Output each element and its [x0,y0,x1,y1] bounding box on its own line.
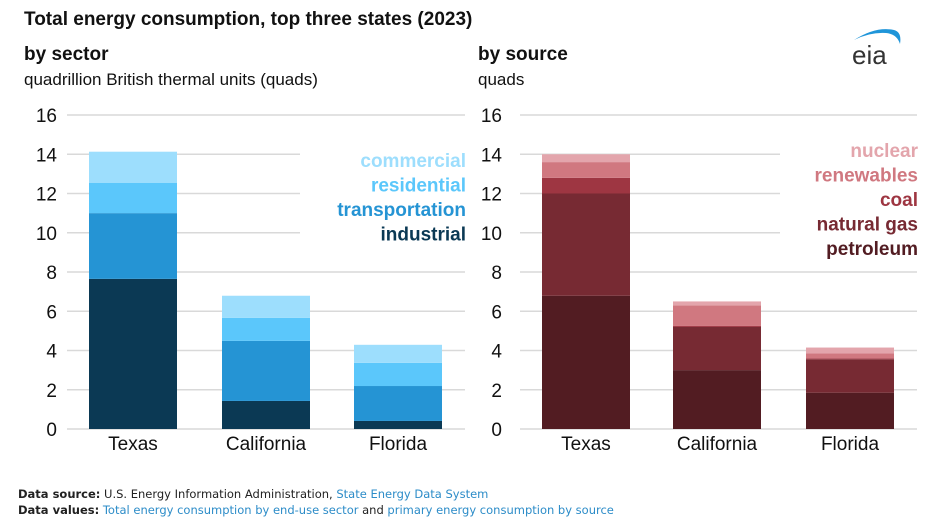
sector-x-label-california: California [226,434,307,455]
sector-bar-commercial-california [222,295,310,318]
sector-bar-transportation-california [222,340,310,401]
sector-y-tick-label: 0 [46,420,57,441]
right-panel-subtitle: by source [478,44,568,65]
source-y-tick-label: 4 [491,342,502,363]
source-bar-petroleum-florida [806,392,894,429]
sector-x-label-texas: Texas [108,434,158,455]
sector-bar-residential-california [222,317,310,341]
eia-logo-text: eia [852,40,887,68]
sector-bar-residential-florida [354,362,442,387]
source-y-tick-label: 8 [491,263,502,284]
source-bar-nuclear-florida [806,347,894,354]
source-legend-natural-gas: natural gas [817,215,918,236]
sector-y-tick-label: 12 [36,185,57,206]
eia-logo-swoosh-icon: eia [852,29,901,70]
source-y-tick-label: 10 [481,224,502,245]
right-panel-unit: quads [478,70,525,89]
sector-y-tick-label: 14 [36,145,58,166]
source-y-tick-label: 14 [481,145,503,166]
source-bar-petroleum-california [673,370,761,429]
sector-legend-transportation: transportation [337,200,466,221]
sector-legend-commercial: commercial [360,151,466,172]
footer-values: Data values: Total energy consumption by… [18,503,614,517]
sector-bar-industrial-texas [89,278,177,429]
sector-data-link[interactable]: Total energy consumption by end-use sect… [102,503,359,517]
source-y-tick-label: 0 [491,420,502,441]
source-data-link[interactable]: primary energy consumption by source [387,503,614,517]
footer-values-label: Data values: [18,503,100,517]
source-x-label-texas: Texas [561,434,611,455]
footer-and-text: and [362,503,384,517]
sector-bar-commercial-texas [89,151,177,183]
source-x-label-california: California [677,434,758,455]
sector-chart: 0 2 4 6 8 10 12 14 16 Texas California Florida comme… [36,106,466,455]
source-bar-natural-gas-florida [806,359,894,393]
sector-y-tick-label: 6 [46,302,57,323]
sector-bar-transportation-florida [354,386,442,421]
footer-source-text: U.S. Energy Information Administration, [104,487,333,501]
source-bar-renewables-texas [542,162,630,178]
sector-y-tick-label: 4 [46,342,57,363]
source-legend-renewables: renewables [815,166,919,187]
source-bar-coal-texas [542,177,630,194]
source-bar-petroleum-texas [542,295,630,429]
charts-canvas: 0 2 4 6 8 10 12 14 16 Texas California Florida comme… [36,106,919,455]
source-y-tick-label: 2 [491,381,502,402]
source-legend-coal: coal [880,190,918,211]
sector-bar-industrial-california [222,400,310,429]
source-bar-renewables-florida [806,353,894,359]
source-bar-natural-gas-texas [542,193,630,296]
sector-legend-industrial: industrial [380,225,466,246]
sector-bar-commercial-florida [354,344,442,363]
source-bar-nuclear-texas [542,154,630,163]
source-y-tick-label: 16 [481,106,502,127]
source-legend-petroleum: petroleum [826,239,918,260]
source-bar-nuclear-california [673,301,761,306]
source-y-tick-label: 6 [491,302,502,323]
sector-y-tick-label: 16 [36,106,57,127]
left-panel-subtitle: by sector [24,44,109,65]
sector-bar-transportation-texas [89,213,177,279]
source-bar-coal-california [673,325,761,327]
source-bar-natural-gas-california [673,326,761,371]
sector-legend-residential: residential [371,176,466,197]
seds-link[interactable]: State Energy Data System [336,487,489,501]
sector-bar-residential-texas [89,182,177,214]
source-chart: 0 2 4 6 8 10 12 14 16 Texas California Florida nucle… [481,106,919,455]
sector-bar-industrial-florida [354,420,442,429]
footer-source-label: Data source: [18,487,101,501]
sector-y-tick-label: 2 [46,381,57,402]
sector-y-tick-label: 10 [36,224,57,245]
footer-source: Data source: U.S. Energy Information Adm… [18,487,488,501]
left-panel-unit: quadrillion British thermal units (quads… [24,70,318,89]
source-y-tick-label: 12 [481,185,502,206]
source-x-label-florida: Florida [821,434,880,455]
source-bar-coal-florida [806,358,894,360]
chart-title: Total energy consumption, top three stat… [24,9,473,30]
source-legend-nuclear: nuclear [850,141,918,162]
sector-x-label-florida: Florida [369,434,428,455]
sector-y-tick-label: 8 [46,263,57,284]
source-bar-renewables-california [673,305,761,326]
eia-logo: eia [850,24,910,70]
